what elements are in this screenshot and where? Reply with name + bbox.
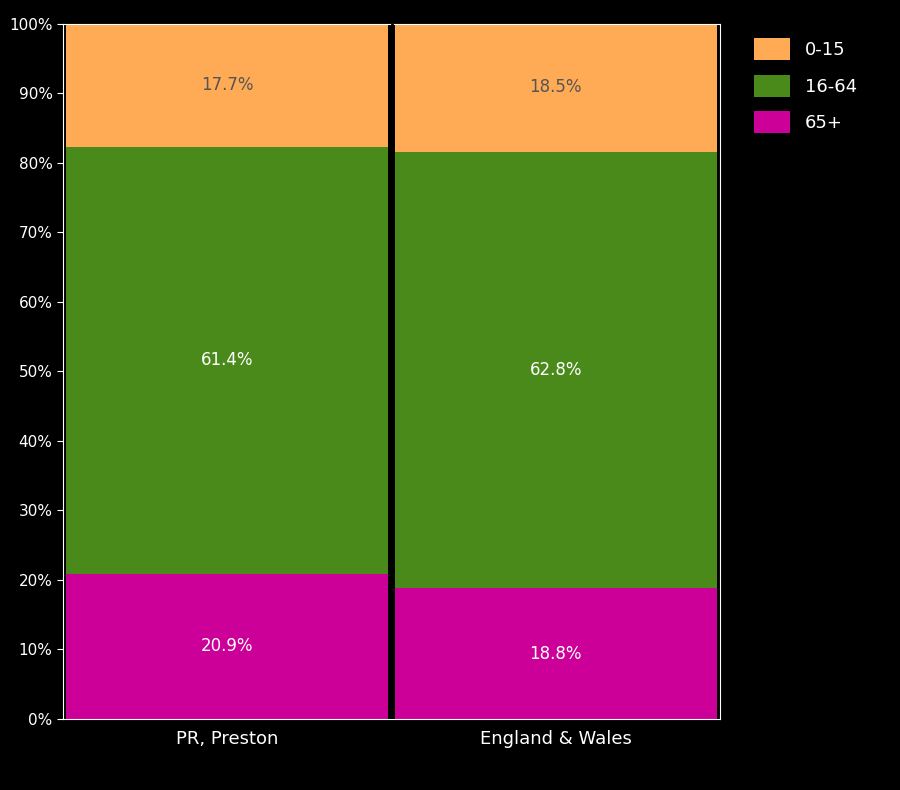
Text: 61.4%: 61.4% <box>201 352 254 369</box>
Bar <box>67 574 388 719</box>
Bar <box>395 23 716 152</box>
Bar <box>67 147 388 574</box>
Bar <box>67 24 388 147</box>
Text: 18.5%: 18.5% <box>529 78 582 96</box>
Legend: 0-15, 16-64, 65+: 0-15, 16-64, 65+ <box>749 32 862 138</box>
Text: 20.9%: 20.9% <box>201 638 254 655</box>
Bar <box>395 589 716 719</box>
Text: 62.8%: 62.8% <box>529 361 582 379</box>
Bar <box>395 152 716 589</box>
Text: 18.8%: 18.8% <box>529 645 582 663</box>
Text: 17.7%: 17.7% <box>201 76 254 94</box>
